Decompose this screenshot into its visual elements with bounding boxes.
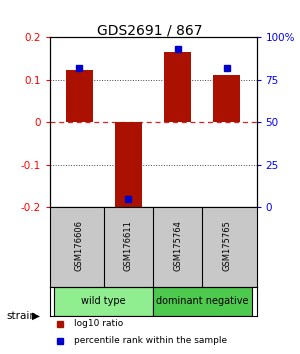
Bar [115,122,142,213]
Text: wild type: wild type [81,296,126,306]
Text: ▶: ▶ [32,311,40,321]
Text: percentile rank within the sample: percentile rank within the sample [74,336,227,345]
Text: GSM176606: GSM176606 [75,220,84,271]
Bar [213,75,241,122]
Text: dominant negative: dominant negative [156,296,248,306]
Bar [164,52,191,122]
Text: strain: strain [6,311,36,321]
Bar [54,287,153,316]
Text: log10 ratio: log10 ratio [74,319,124,328]
Bar [65,70,93,122]
Text: GSM175764: GSM175764 [173,220,182,271]
Text: GSM176611: GSM176611 [124,220,133,271]
Bar [153,287,252,316]
Text: GSM175765: GSM175765 [222,220,231,271]
Text: GDS2691 / 867: GDS2691 / 867 [97,23,203,37]
